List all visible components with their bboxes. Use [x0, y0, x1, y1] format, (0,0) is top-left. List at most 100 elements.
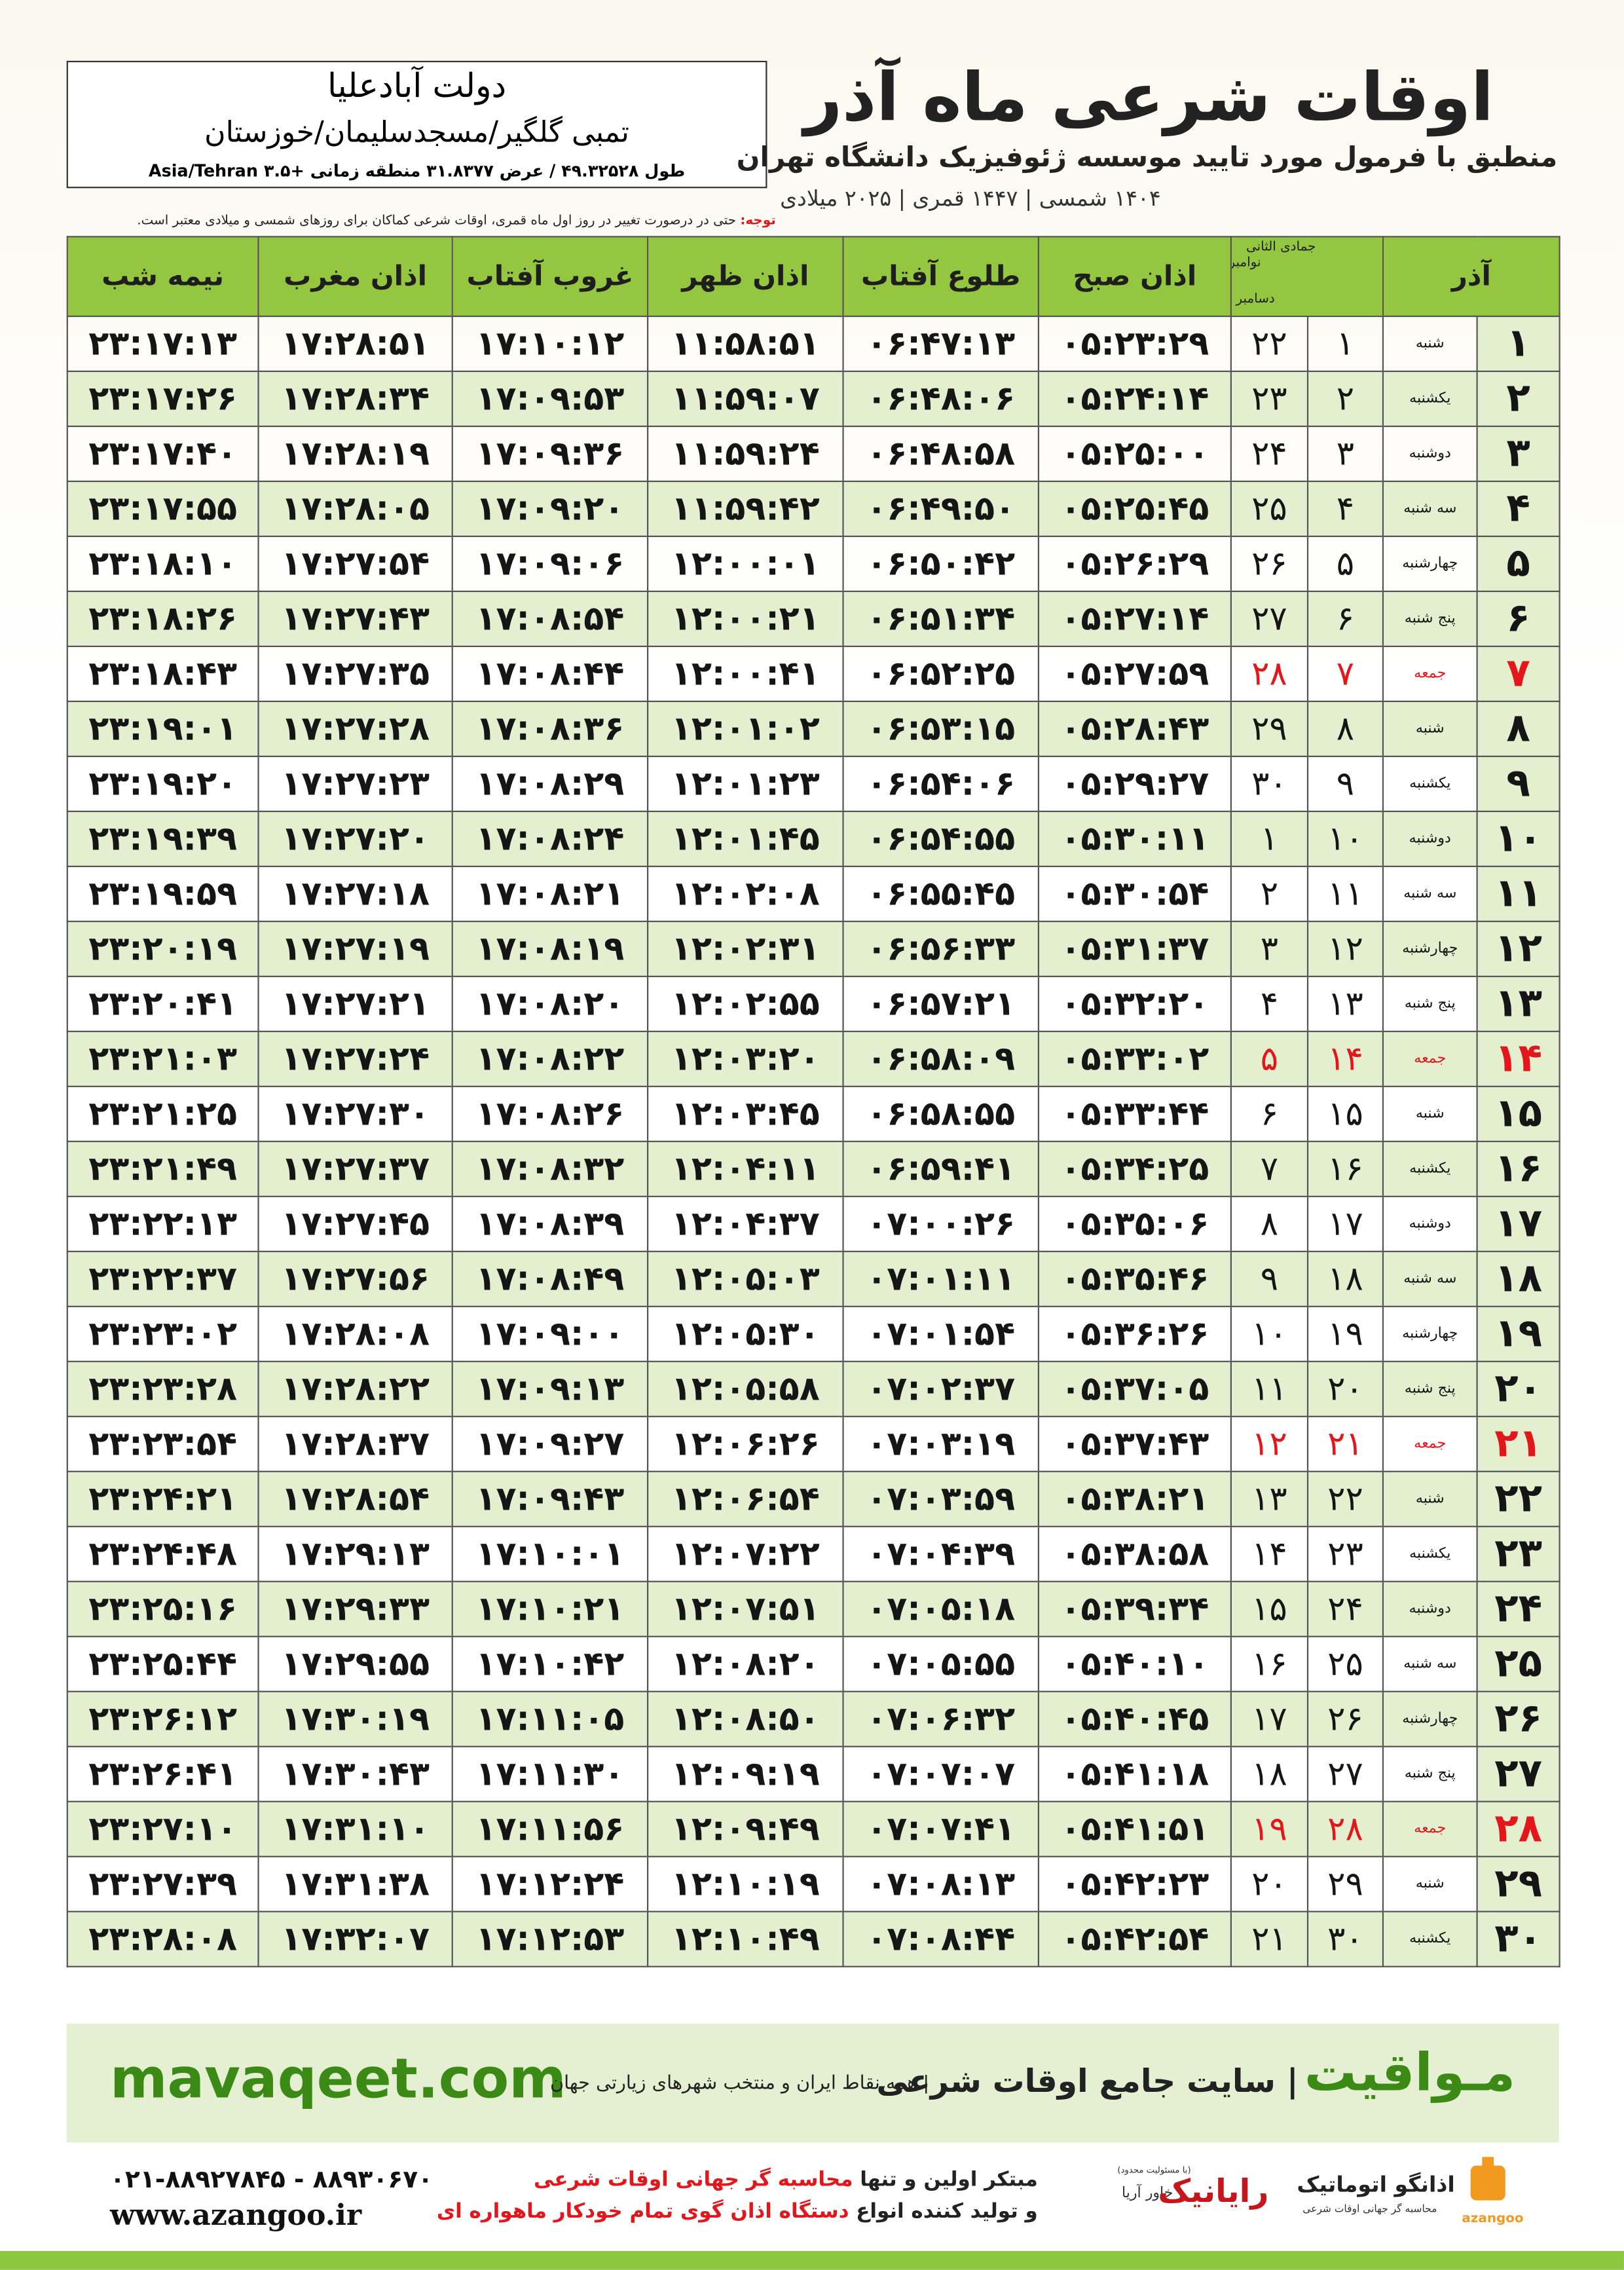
- column-header: اذان ظهر: [647, 236, 844, 318]
- table-cell: ۰۵:۳۸:۲۱: [1037, 1470, 1232, 1527]
- column-header: اذان مغرب: [257, 236, 453, 318]
- table-cell: ۱۶: [1306, 1140, 1384, 1197]
- table-cell: جمعه: [1382, 1415, 1478, 1472]
- table-cell: ۱۷:۲۷:۲۰: [257, 810, 453, 867]
- table-cell: ۱۲:۰۵:۵۸: [647, 1360, 844, 1417]
- table-cell: ۱۷:۲۸:۲۲: [257, 1360, 453, 1417]
- table-cell: ۱۷:۲۷:۱۹: [257, 920, 453, 977]
- table-cell: چهارشنبه: [1382, 920, 1478, 977]
- table-cell: ۲۴: [1306, 1580, 1384, 1637]
- table-cell: ۵: [1230, 1030, 1309, 1087]
- table-cell: جمعه: [1382, 1030, 1478, 1087]
- table-cell: دوشنبه: [1382, 810, 1478, 867]
- table-cell: ۰۷:۰۲:۳۷: [842, 1360, 1039, 1417]
- table-cell: ۱۵: [1306, 1085, 1384, 1142]
- location-box: دولت آبادعلیا تمبی گلگیر/مسجدسلیمان/خوزس…: [66, 60, 767, 189]
- table-cell: ۰۵:۲۵:۴۵: [1037, 480, 1232, 538]
- table-cell: ۰۵:۳۳:۴۴: [1037, 1085, 1232, 1142]
- table-cell: ۱۷: [1230, 1690, 1309, 1747]
- header-cell: آذر: [1382, 236, 1560, 318]
- table-cell: پنج شنبه: [1382, 1745, 1478, 1802]
- table-cell: ۱۸: [1476, 1250, 1560, 1307]
- table-cell: ۰۷:۰۵:۵۵: [842, 1635, 1039, 1692]
- dates: ۱۴۰۴ شمسی | ۱۴۴۷ قمری | ۲۰۲۵ میلادی: [780, 185, 1161, 212]
- table-cell: ۶: [1306, 590, 1384, 648]
- table-cell: ۱۷:۱۲:۵۳: [451, 1910, 649, 1967]
- table-cell: ۲۳:۲۳:۵۴: [66, 1415, 259, 1472]
- table-cell: ۱۹: [1230, 1800, 1309, 1857]
- table-cell: ۱۴: [1230, 1525, 1309, 1582]
- table-row: ۲۸ جمعه ۲۸ ۱۹ ۰۵:۴۱:۵۱ ۰۷:۰۷:۴۱ ۱۲:۰۹:۴۹ ۱۷:۱۱:…: [66, 1800, 1560, 1857]
- table-cell: ۰۵:۴۱:۱۸: [1037, 1745, 1232, 1802]
- table-cell: ۱۷:۲۸:۳۷: [257, 1415, 453, 1472]
- table-cell: ۲۸: [1230, 645, 1309, 702]
- table-row: ۲۵ سه شنبه ۲۵ ۱۶ ۰۵:۴۰:۱۰ ۰۷:۰۵:۵۵ ۱۲:۰۸:۲۰ ۱۷:…: [66, 1635, 1560, 1692]
- table-row: ۱۹ چهارشنبه ۱۹ ۱۰ ۰۵:۳۶:۲۶ ۰۷:۰۱:۵۴ ۱۲:۰۵:۳۰ ۱۷…: [66, 1305, 1560, 1362]
- table-cell: ۲۳:۲۰:۴۱: [66, 975, 259, 1032]
- table-cell: یکشنبه: [1382, 755, 1478, 812]
- table-cell: ۲۳:۲۵:۱۶: [66, 1580, 259, 1637]
- table-cell: چهارشنبه: [1382, 1305, 1478, 1362]
- table-cell: ۱۷:۱۰:۲۱: [451, 1580, 649, 1637]
- logo-latin: azangoo: [1462, 2212, 1524, 2227]
- column-header: اذان صبح: [1037, 236, 1232, 318]
- table-cell: ۲۳:۲۶:۱۲: [66, 1690, 259, 1747]
- table-cell: ۱۷:۲۷:۳۷: [257, 1140, 453, 1197]
- banner-coverage: | همه نقاط ایران و منتخب شهرهای زیارتی ج…: [550, 2073, 930, 2095]
- table-cell: ۰۶:۵۴:۰۶: [842, 755, 1039, 812]
- table-cell: سه شنبه: [1382, 480, 1478, 538]
- table-cell: ۲۳:۲۲:۳۷: [66, 1250, 259, 1307]
- footer-website: www.azangoo.ir: [109, 2197, 362, 2233]
- table-cell: ۶: [1230, 1085, 1309, 1142]
- table-cell: ۲۳: [1476, 1525, 1560, 1582]
- table-cell: ۱۲:۰۴:۳۷: [647, 1195, 844, 1252]
- table-cell: ۰۶:۵۴:۵۵: [842, 810, 1039, 867]
- table-cell: ۲۲: [1306, 1470, 1384, 1527]
- table-cell: ۲: [1230, 865, 1309, 922]
- table-cell: ۰۵:۳۳:۰۲: [1037, 1030, 1232, 1087]
- table-cell: ۲۳:۱۷:۵۵: [66, 480, 259, 538]
- table-cell: ۱۲:۰۸:۲۰: [647, 1635, 844, 1692]
- table-cell: ۰۶:۴۸:۵۸: [842, 425, 1039, 483]
- table-cell: ۰۷:۰۸:۴۴: [842, 1910, 1039, 1967]
- table-cell: ۲۳:۱۸:۴۳: [66, 645, 259, 702]
- table-cell: سه شنبه: [1382, 1250, 1478, 1307]
- table-row: ۲۰ پنج شنبه ۲۰ ۱۱ ۰۵:۳۷:۰۵ ۰۷:۰۲:۳۷ ۱۲:۰۵:۵۸ ۱۷…: [66, 1360, 1560, 1417]
- table-cell: ۰۷:۰۱:۵۴: [842, 1305, 1039, 1362]
- table-row: ۹ یکشنبه ۹ ۳۰ ۰۵:۲۹:۲۷ ۰۶:۵۴:۰۶ ۱۲:۰۱:۲۳ ۱۷:۰۸:…: [66, 755, 1560, 812]
- table-cell: ۱۷:۲۷:۲۱: [257, 975, 453, 1032]
- table-cell: ۰۵:۳۴:۲۵: [1037, 1140, 1232, 1197]
- table-cell: ۱۷:۰۸:۴۹: [451, 1250, 649, 1307]
- table-cell: ۱۷:۰۸:۳۶: [451, 700, 649, 757]
- table-cell: ۲۵: [1306, 1635, 1384, 1692]
- table-cell: ۲۸: [1306, 1800, 1384, 1857]
- table-cell: شنبه: [1382, 1855, 1478, 1912]
- table-row: ۱۵ شنبه ۱۵ ۶ ۰۵:۳۳:۴۴ ۰۶:۵۸:۵۵ ۱۲:۰۳:۴۵ ۱۷:۰۸:۲…: [66, 1085, 1560, 1142]
- table-cell: شنبه: [1382, 700, 1478, 757]
- table-cell: ۱۱: [1230, 1360, 1309, 1417]
- partner-name: رایانیک: [1158, 2174, 1269, 2211]
- table-cell: ۱۲: [1306, 920, 1384, 977]
- title: اوقات شرعی ماه آذر: [803, 58, 1494, 136]
- banner-tagline: | سایت جامع اوقات شرعی: [876, 2064, 1299, 2101]
- table-cell: ۱۲:۰۶:۲۶: [647, 1415, 844, 1472]
- table-cell: ۲۰: [1476, 1360, 1560, 1417]
- table-cell: ۱۷:۲۸:۰۵: [257, 480, 453, 538]
- column-header: دسامبر: [1236, 292, 1275, 307]
- table-cell: ۱۲:۰۷:۵۱: [647, 1580, 844, 1637]
- table-cell: ۲۳: [1306, 1525, 1384, 1582]
- partner-sub: خاور آریا: [1121, 2186, 1173, 2202]
- table-cell: ۳: [1306, 425, 1384, 483]
- table-cell: ۰۶:۵۵:۴۵: [842, 865, 1039, 922]
- table-cell: ۱۷:۰۸:۳۲: [451, 1140, 649, 1197]
- table-cell: ۱۷:۲۹:۳۳: [257, 1580, 453, 1637]
- table-cell: ۱۷:۰۹:۲۰: [451, 480, 649, 538]
- table-cell: یکشنبه: [1382, 1525, 1478, 1582]
- phones: ۰۲۱-۸۸۹۲۷۸۴۵ - ۸۸۹۳۰۶۷۰: [109, 2165, 434, 2195]
- table-cell: ۰۵:۲۹:۲۷: [1037, 755, 1232, 812]
- table-cell: ۱۷:۰۹:۰۰: [451, 1305, 649, 1362]
- table-cell: ۱۹: [1306, 1305, 1384, 1362]
- column-header: غروب آفتاب: [451, 236, 649, 318]
